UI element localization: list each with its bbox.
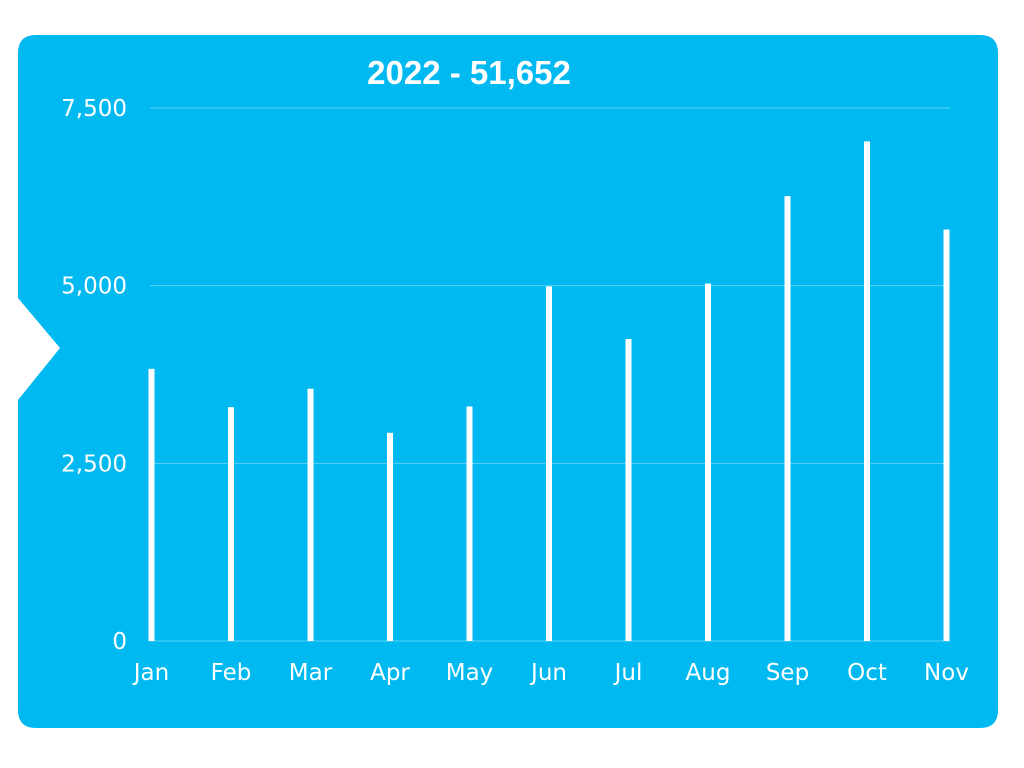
chart-background: [18, 35, 998, 728]
bar-jan: [148, 368, 155, 641]
x-tick-label: Jan: [132, 660, 169, 686]
bar-may: [466, 406, 473, 641]
bar-oct: [864, 141, 870, 641]
bar-jun: [546, 286, 552, 641]
bar-apr: [387, 432, 393, 641]
x-tick-label: Jun: [529, 660, 567, 686]
y-tick-label: 5,000: [61, 274, 127, 300]
x-tick-label: Nov: [924, 660, 969, 686]
bars: [148, 141, 950, 642]
x-axis-ticks: Jan Feb Mar Apr May Jun Jul Aug Sep Oct Nov: [132, 660, 969, 686]
bar-sep: [784, 196, 791, 641]
chart-title: 2022 - 51,652: [367, 54, 571, 91]
x-tick-label: Apr: [370, 660, 410, 686]
bar-aug: [705, 283, 711, 641]
y-tick-label: 0: [112, 629, 127, 655]
bar-jul: [625, 338, 632, 641]
bar-mar: [307, 388, 314, 641]
y-tick-label: 7,500: [61, 96, 127, 122]
x-tick-label: Mar: [289, 660, 333, 686]
bar-feb: [228, 407, 234, 641]
y-tick-label: 2,500: [61, 451, 127, 477]
x-tick-label: Aug: [686, 660, 731, 686]
x-tick-label: Jul: [613, 660, 643, 686]
y-axis-ticks: 0 2,500 5,000 7,500: [61, 96, 127, 655]
x-tick-label: Oct: [847, 660, 887, 686]
x-tick-label: May: [446, 660, 494, 686]
bar-nov: [943, 229, 950, 642]
x-tick-label: Feb: [211, 660, 252, 686]
x-tick-label: Sep: [766, 660, 809, 686]
